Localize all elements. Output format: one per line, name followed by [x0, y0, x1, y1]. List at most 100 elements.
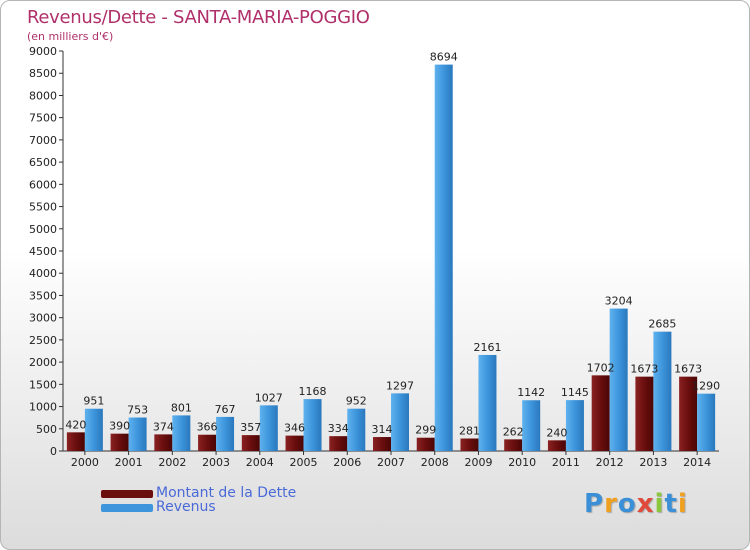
y-tick-label: 1500 — [29, 378, 57, 391]
x-tick-label: 2002 — [158, 456, 186, 469]
revenus-bar — [478, 354, 497, 451]
y-tick-label: 8000 — [29, 89, 57, 102]
legend-label-revenus: Revenus — [156, 499, 216, 515]
revenus-value-label: 951 — [83, 395, 104, 408]
revenus-value-label: 753 — [127, 404, 148, 417]
x-tick-label: 2007 — [377, 456, 405, 469]
dette-value-label: 390 — [109, 420, 130, 433]
dette-value-label: 1702 — [587, 361, 615, 374]
dette-bar — [635, 376, 654, 451]
dette-value-label: 314 — [372, 423, 393, 436]
y-tick-label: 9000 — [29, 45, 57, 58]
y-tick-label: 5500 — [29, 201, 57, 214]
y-tick-label: 6500 — [29, 156, 57, 169]
dette-bar — [547, 440, 566, 451]
dette-bar — [329, 436, 348, 451]
revenus-value-label: 952 — [346, 395, 367, 408]
revenus-value-label: 1145 — [561, 386, 589, 399]
y-tick-label: 1000 — [29, 401, 57, 414]
dette-bar — [416, 437, 435, 451]
revenus-value-label: 2161 — [473, 341, 501, 354]
revenus-value-label: 1142 — [517, 386, 545, 399]
dette-bar — [679, 376, 698, 451]
dette-bar — [460, 438, 479, 451]
dette-bar — [241, 435, 260, 451]
legend-label-dette: Montant de la Dette — [156, 485, 297, 501]
revenus-bar — [697, 393, 716, 451]
revenus-bar — [653, 331, 672, 451]
dette-value-label: 357 — [240, 421, 261, 434]
dette-value-label: 1673 — [630, 363, 658, 376]
revenus-bar — [303, 399, 322, 451]
y-tick-label: 6000 — [29, 178, 57, 191]
y-tick-label: 7000 — [29, 134, 57, 147]
revenus-bar — [391, 393, 409, 451]
revenus-value-label: 2685 — [648, 318, 676, 331]
y-tick-label: 3500 — [29, 289, 57, 302]
chart-title: Revenus/Dette - SANTA-MARIA-POGGIO — [27, 7, 370, 28]
plot-area: 0 500 1000 1500 2000 2500 3000 3500 4000 4500 5000… — [29, 45, 720, 469]
revenus-value-label: 767 — [215, 403, 236, 416]
revenus-bar — [216, 416, 235, 451]
y-tick-label: 8500 — [29, 67, 57, 80]
dette-bar — [285, 435, 304, 451]
dette-bar — [154, 434, 173, 451]
x-tick-label: 2008 — [421, 456, 449, 469]
y-tick-label: 4500 — [29, 245, 57, 258]
revenus-value-label: 1168 — [299, 385, 327, 398]
legend-swatch-revenus — [101, 504, 153, 512]
dette-value-label: 1673 — [674, 363, 702, 376]
revenus-value-label: 1027 — [255, 391, 283, 404]
y-tick-label: 4000 — [29, 267, 57, 280]
y-tick-label: 5000 — [29, 223, 57, 236]
revenus-value-label: 1297 — [386, 379, 414, 392]
revenus-bar — [84, 408, 103, 451]
revenus-bar — [128, 417, 147, 451]
x-tick-label: 2003 — [202, 456, 230, 469]
legend-swatch-dette — [101, 490, 153, 498]
revenus-bar — [522, 400, 541, 451]
dette-value-label: 281 — [459, 425, 480, 438]
y-tick-label: 2500 — [29, 334, 57, 347]
dette-bar — [373, 437, 391, 451]
dette-bar — [198, 434, 217, 451]
x-tick-label: 2010 — [508, 456, 536, 469]
brand-logo: Proxiti — [584, 489, 688, 519]
revenus-value-label: 8694 — [430, 51, 458, 64]
dette-value-label: 420 — [65, 418, 86, 431]
dette-bar — [591, 375, 610, 451]
y-tick-label: 500 — [36, 423, 57, 436]
x-tick-label: 2011 — [552, 456, 580, 469]
dette-value-label: 299 — [415, 424, 436, 437]
revenus-value-label: 801 — [171, 401, 192, 414]
revenus-bar — [609, 308, 628, 451]
dette-bar — [504, 439, 523, 451]
revenus-bar — [347, 408, 366, 451]
revenus-bar — [434, 64, 453, 451]
x-tick-label: 2000 — [71, 456, 99, 469]
revenus-bar — [565, 400, 584, 451]
x-tick-label: 2014 — [683, 456, 711, 469]
dette-value-label: 374 — [153, 420, 174, 433]
revenus-value-label: 1290 — [692, 380, 720, 393]
dette-value-label: 334 — [328, 422, 349, 435]
x-tick-label: 2012 — [596, 456, 624, 469]
x-tick-label: 2006 — [333, 456, 361, 469]
y-tick-label: 2000 — [29, 356, 57, 369]
dette-value-label: 262 — [503, 425, 524, 438]
y-tick-label: 3000 — [29, 312, 57, 325]
dette-value-label: 366 — [197, 421, 218, 434]
revenus-value-label: 3204 — [605, 295, 633, 308]
x-tick-label: 2009 — [464, 456, 492, 469]
x-tick-label: 2004 — [246, 456, 274, 469]
revenus-bar — [172, 415, 191, 451]
x-tick-label: 2001 — [115, 456, 143, 469]
dette-bar — [110, 433, 129, 451]
x-tick-label: 2013 — [639, 456, 667, 469]
revenus-bar — [259, 405, 278, 451]
dette-value-label: 346 — [284, 422, 305, 435]
y-tick-label: 0 — [50, 445, 57, 458]
chart-subtitle: (en milliers d'€) — [27, 30, 114, 43]
